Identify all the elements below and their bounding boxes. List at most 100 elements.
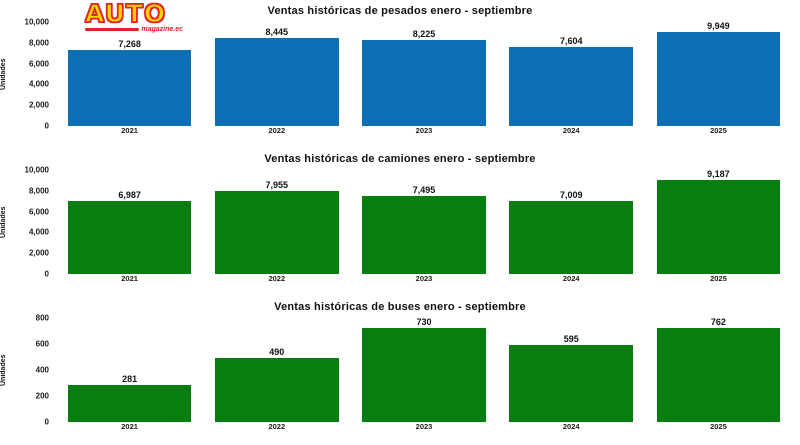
bar-value-label: 7,009 (559, 190, 583, 201)
bar-value-label: 8,225 (412, 29, 436, 40)
x-tick-label: 2022 (268, 422, 286, 431)
bar-slot: 9,949 (645, 22, 792, 126)
bar (214, 358, 339, 422)
chart-body: Unidades 0 200 400 600 800 281 490 730 595 762 (0, 314, 800, 427)
bar-slot: 7,268 (56, 22, 203, 126)
bar (656, 328, 781, 422)
bar-slot: 490 (203, 318, 350, 422)
y-axis-ticks: 0 200 400 600 800 (14, 314, 56, 427)
chart-body: Unidades 0 2,000 4,000 6,000 8,000 10,000 6,9… (0, 166, 800, 279)
bar (214, 191, 339, 274)
bar (67, 385, 192, 422)
bar-value-label: 6,987 (118, 190, 141, 201)
x-axis-labels: 2021 2022 2023 2024 2025 (56, 422, 800, 434)
x-tick-label: 2021 (121, 274, 138, 283)
bar (67, 201, 192, 274)
x-tick-label: 2023 (415, 422, 433, 431)
x-tick-label: 2023 (415, 274, 433, 283)
chart-body: Unidades 0 2,000 4,000 6,000 8,000 10,000 7,2… (0, 18, 800, 131)
bar (214, 38, 339, 126)
x-tick-label: 2023 (415, 126, 433, 135)
y-tick-label: 10,000 (24, 17, 49, 27)
y-axis-label: Unidades (0, 58, 7, 90)
plot-area: 281 490 730 595 762 (56, 318, 800, 422)
bar (362, 196, 486, 274)
x-tick-label: 2022 (268, 274, 286, 283)
y-tick-label: 400 (35, 365, 49, 375)
y-tick-label: 6,000 (28, 59, 49, 69)
y-tick-label: 600 (35, 339, 49, 349)
logo-title: AUTO (84, 0, 167, 28)
y-axis-label: Unidades (0, 354, 7, 386)
y-axis-ticks: 0 2,000 4,000 6,000 8,000 10,000 (14, 166, 56, 279)
bar-slot: 762 (645, 318, 792, 422)
y-axis-ticks: 0 2,000 4,000 6,000 8,000 10,000 (14, 18, 56, 131)
bar-slot: 9,187 (645, 170, 792, 274)
bar-value-label: 9,187 (707, 169, 730, 179)
x-tick-label: 2025 (710, 422, 727, 431)
logo-subtitle: magazine.ec (141, 26, 183, 33)
bar (656, 180, 781, 274)
logo-underline (85, 28, 140, 31)
x-tick-label: 2022 (268, 126, 286, 135)
bar-slot: 595 (498, 318, 645, 422)
bar-slot: 281 (56, 318, 203, 422)
y-tick-label: 2,000 (28, 248, 49, 258)
bar-slot: 8,445 (203, 22, 350, 126)
bar-slot: 6,987 (56, 170, 203, 274)
x-tick-label: 2024 (562, 126, 580, 135)
x-axis-labels: 2021 2022 2023 2024 2025 (56, 274, 800, 286)
y-tick-label: 8,000 (28, 38, 49, 48)
bar (362, 328, 486, 422)
y-tick-label: 2,000 (28, 100, 49, 110)
x-tick-label: 2024 (562, 422, 580, 431)
bar-value-label: 490 (269, 347, 285, 358)
bar-value-label: 7,495 (412, 185, 436, 196)
y-tick-label: 4,000 (28, 227, 49, 237)
y-tick-label: 10,000 (24, 165, 49, 175)
y-tick-label: 200 (35, 391, 49, 401)
bar-slot: 730 (350, 318, 497, 422)
x-tick-label: 2025 (710, 126, 727, 135)
bar-value-label: 281 (122, 374, 138, 385)
bar-value-label: 595 (563, 333, 579, 344)
chart-pesados: Ventas históricas de pesados enero - sep… (0, 0, 800, 148)
bar-value-label: 7,604 (559, 35, 583, 46)
y-tick-label: 4,000 (28, 79, 49, 89)
bar-slot: 7,009 (498, 170, 645, 274)
x-tick-label: 2021 (121, 422, 138, 431)
chart-title: Ventas históricas de pesados enero - sep… (267, 5, 533, 17)
plot-area: 6,987 7,955 7,495 7,009 9,187 (56, 170, 800, 274)
plot-area: 7,268 8,445 8,225 7,604 9,949 (56, 22, 800, 126)
chart-camiones: Ventas históricas de camiones enero - se… (0, 148, 800, 296)
y-tick-label: 0 (44, 121, 49, 131)
y-tick-label: 800 (35, 313, 49, 323)
logo-subtitle-row: magazine.ec (85, 26, 183, 33)
bar-value-label: 730 (416, 317, 432, 327)
x-tick-label: 2024 (562, 274, 580, 283)
x-axis-labels: 2021 2022 2023 2024 2025 (56, 126, 800, 138)
bar-slot: 7,495 (350, 170, 497, 274)
chart-title: Ventas históricas de buses enero - septi… (274, 301, 526, 313)
bar (67, 50, 192, 126)
x-tick-label: 2025 (710, 274, 727, 283)
bar-slot: 8,225 (350, 22, 497, 126)
y-axis-label: Unidades (0, 206, 7, 238)
bar-slot: 7,955 (203, 170, 350, 274)
y-tick-label: 6,000 (28, 207, 49, 217)
bar-value-label: 8,445 (265, 27, 289, 38)
bar (509, 46, 634, 126)
bar-slot: 7,604 (498, 22, 645, 126)
bar (509, 344, 634, 422)
bar (509, 201, 634, 274)
bar (656, 32, 781, 126)
y-tick-label: 0 (44, 269, 49, 279)
bar-value-label: 7,955 (265, 180, 289, 191)
auto-magazine-logo: AUTO magazine.ec (84, 0, 183, 33)
bar-value-label: 7,268 (118, 39, 141, 50)
y-tick-label: 8,000 (28, 186, 49, 196)
chart-buses: Ventas históricas de buses enero - septi… (0, 296, 800, 444)
bar (362, 40, 486, 126)
y-tick-label: 0 (44, 417, 49, 427)
chart-title: Ventas históricas de camiones enero - se… (264, 153, 536, 165)
